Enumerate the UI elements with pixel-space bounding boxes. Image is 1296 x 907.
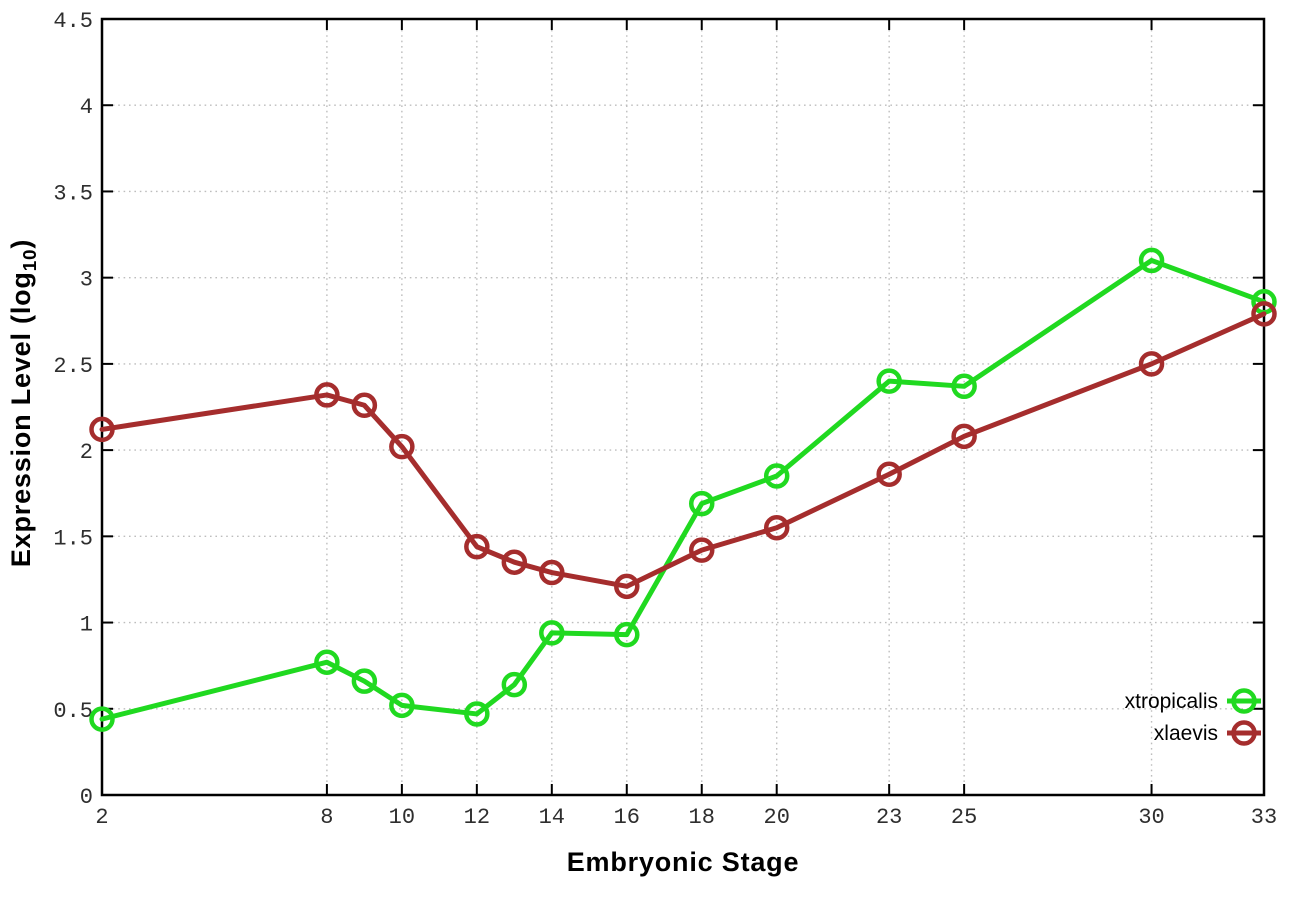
series-marker-xtropicalis [614,621,640,648]
x-tick-label: 16 [614,805,640,830]
x-tick-label: 14 [539,805,565,830]
x-axis-title: Embryonic Stage [566,847,800,877]
legend-marker-xtropicalis [1231,688,1257,714]
series-marker-xlaevis [89,416,115,443]
series-marker-xlaevis [688,537,715,563]
y-tick-label: 0.5 [53,699,93,724]
series-marker-xlaevis [876,461,902,488]
series-marker-xtropicalis [464,701,490,727]
plot-frame [100,17,1266,797]
series-marker-xtropicalis [314,649,340,675]
y-tick-label: 2.5 [53,354,93,379]
series-marker-xtropicalis [951,373,977,400]
y-tick-label: 2 [80,440,93,465]
y-tick-label: 1 [80,613,93,638]
y-tick-label: 0 [80,785,93,810]
series-marker-xtropicalis [351,668,378,694]
series-marker-xlaevis [951,423,977,450]
y-tick-label: 3.5 [53,181,93,206]
series-marker-xtropicalis [89,706,115,732]
x-tick-label: 18 [689,805,715,830]
series-marker-xtropicalis [1138,247,1165,274]
x-tick-label: 2 [95,805,108,830]
legend-label-xlaevis: xlaevis [1154,722,1218,745]
y-tick-label: 4.5 [53,9,93,34]
y-tick-label: 3 [80,268,93,293]
x-tick-label: 8 [320,805,333,830]
legend-label-xtropicalis: xtropicalis [1125,690,1218,713]
series-marker-xlaevis [464,533,490,560]
series-marker-xlaevis [763,514,790,541]
y-tick-label: 4 [80,95,93,120]
series-marker-xtropicalis [688,490,715,517]
x-tick-label: 12 [464,805,490,830]
y-tick-label: 1.5 [53,526,93,551]
series-marker-xlaevis [1251,301,1277,327]
x-tick-label: 23 [876,805,902,830]
x-tick-label: 30 [1138,805,1164,830]
series-marker-xlaevis [351,392,378,419]
y-axis-title-suffix: ) [5,238,36,249]
series-marker-xtropicalis [763,463,790,489]
x-tick-label: 25 [951,805,977,830]
series-marker-xlaevis [614,573,640,600]
series-marker-xlaevis [501,549,528,575]
series-marker-xlaevis [539,559,565,586]
series-marker-xtropicalis [389,692,415,719]
series-line-xtropicalis [99,257,1267,722]
series-marker-xlaevis [314,382,340,408]
series-marker-xlaevis [389,433,415,460]
y-axis-title: Expression Level (log10) [6,239,42,567]
series-marker-xtropicalis [876,368,902,394]
x-tick-label: 33 [1251,805,1277,830]
series-marker-xlaevis [1138,351,1165,377]
series-marker-xtropicalis [539,620,565,646]
series-marker-xtropicalis [501,671,528,698]
x-tick-label: 10 [389,805,415,830]
legend-marker-xlaevis [1231,720,1257,746]
y-axis-title-text: Expression Level (log [5,271,36,568]
x-tick-label: 20 [764,805,790,830]
y-axis-title-subscript: 10 [20,248,42,272]
